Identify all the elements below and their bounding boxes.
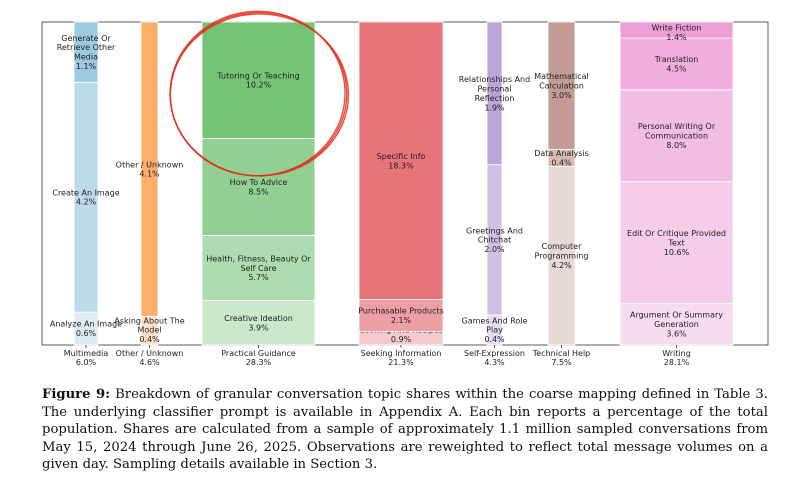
figure-caption: Figure 9: Breakdown of granular conversa… (42, 386, 768, 474)
bar-segment-argument-or-summary-generation (619, 303, 734, 346)
segment-label-tutoring-or-teaching: Tutoring Or Teaching 10.2% (216, 71, 299, 89)
segment-label-analyze-an-image: Analyze An Image 0.6% (50, 320, 122, 338)
bar-segment-write-fiction (619, 21, 734, 39)
bar-segment-health-fitness-beauty-or-self-care (201, 235, 316, 301)
bar-segment-mathematical-calculation (547, 21, 576, 150)
bar-segment-specific-info (358, 21, 444, 300)
segment-label-computer-programming: Computer Programming 4.2% (535, 242, 589, 270)
x-tick-label-multimedia: Multimedia 6.0% (64, 349, 109, 367)
x-tick-label-technical-help: Technical Help 7.5% (532, 349, 591, 367)
bar-segment-tutoring-or-teaching (201, 21, 316, 139)
bar-segment-create-an-image (73, 81, 99, 313)
segment-label-creative-ideation: Creative Ideation 3.9% (224, 314, 293, 332)
caption-label: Figure 9: (42, 387, 111, 402)
x-tick-label-seeking-information: Seeking Information 21.3% (361, 349, 442, 367)
segment-label-mathematical-calculation: Mathematical Calculation 3.0% (534, 72, 589, 100)
segment-label-health-fitness-beauty-or-self-care: Health, Fitness, Beauty Or Self Care 5.7% (206, 254, 311, 282)
bar-segment-purchasable-products (358, 299, 444, 332)
bar-segment-relationships-and-personal-reflection (486, 21, 503, 166)
segment-label-generate-or-retrieve-other-media: Generate Or Retrieve Other Media 1.1% (57, 34, 116, 71)
segment-label-greetings-and-chitchat: Greetings And Chitchat 2.0% (466, 226, 523, 254)
bar-segment-translation (619, 37, 734, 91)
segment-label-purchasable-products: Purchasable Products 2.1% (358, 307, 444, 325)
segment-label-data-analysis: Data Analysis 0.4% (534, 149, 589, 167)
bar-segment-other-unknown (140, 21, 159, 317)
segment-label-translation: Translation 4.5% (654, 55, 699, 73)
caption-text: Breakdown of granular conversation topic… (42, 387, 768, 472)
segment-label-relationships-and-personal-reflection: Relationships And Personal Reflection 1.9% (459, 75, 530, 112)
stacked-bar-chart: Analyze An Image 0.6% Create An Image 4.2% G… (41, 10, 769, 367)
segment-label-other-unknown: Other / Unknown 4.1% (116, 160, 184, 178)
x-tick-label-other-unknown: Other / Unknown 4.6% (116, 349, 184, 367)
segment-label-create-an-image: Create An Image 4.2% (52, 188, 119, 206)
bar-segment-edit-or-critique-provided-text (619, 181, 734, 305)
segment-label-asking-about-the-model: Asking About The Model 0.4% (114, 316, 184, 344)
segment-label-write-fiction: Write Fiction 1.4% (652, 24, 702, 42)
x-tick-label-practical-guidance: Practical Guidance 28.3% (221, 349, 296, 367)
segment-label-how-to-advice: How To Advice 8.5% (230, 178, 288, 196)
chart-canvas: Analyze An Image 0.6% Create An Image 4.2% G… (41, 10, 769, 367)
segment-label-games-and-role-play: Games And Role Play 0.4% (462, 316, 528, 344)
annotation-circle (169, 13, 350, 177)
bar-segment-personal-writing-or-communication (619, 89, 734, 183)
segment-label-argument-or-summary-generation: Argument Or Summary Generation 3.6% (630, 311, 723, 339)
bar-segment-how-to-advice (201, 138, 316, 236)
x-tick-label-writing: Writing 28.1% (662, 349, 691, 367)
segment-label-specific-info: Specific Info 18.3% (377, 152, 426, 170)
bar-segment-generate-or-retrieve-other-media (73, 21, 99, 83)
segment-label-personal-writing-or-communication: Personal Writing Or Communication 8.0% (638, 122, 716, 150)
segment-label-edit-or-critique-provided-text: Edit Or Critique Provided Text 10.6% (627, 229, 726, 257)
x-tick-label-self-expression: Self-Expression 4.3% (464, 349, 525, 367)
